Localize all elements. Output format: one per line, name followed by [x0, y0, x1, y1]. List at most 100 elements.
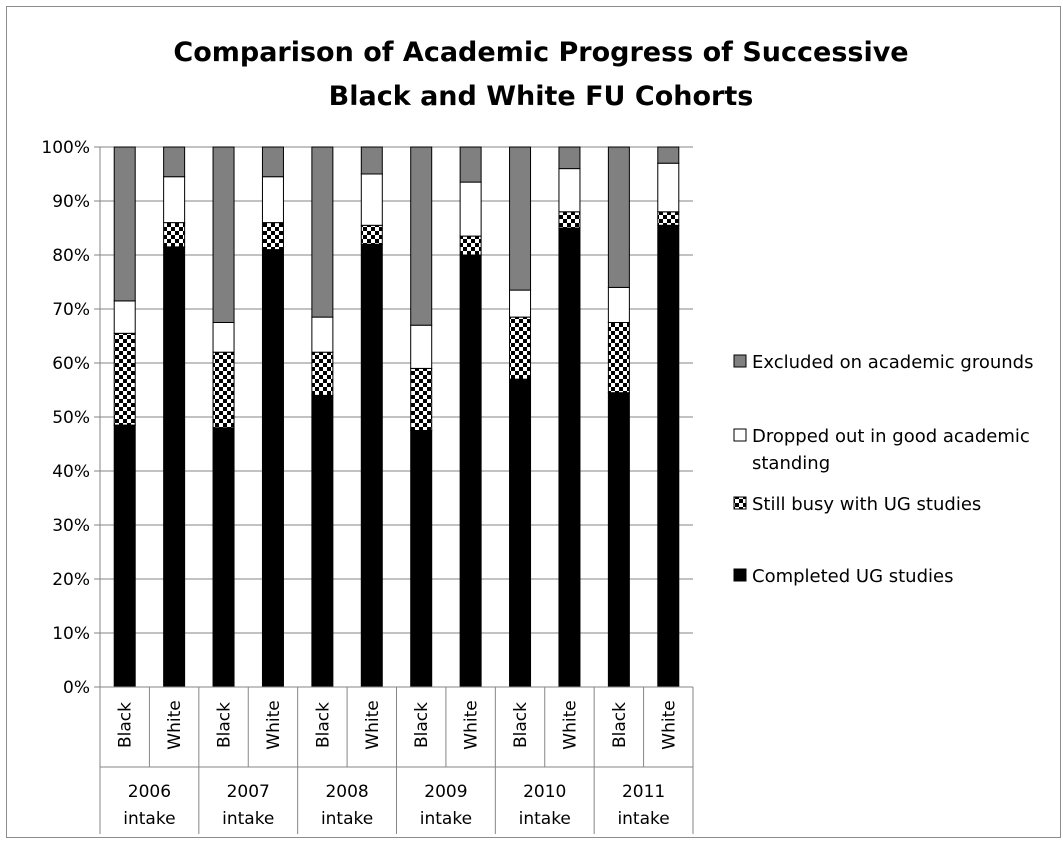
- bar-segment: [558, 211, 581, 229]
- legend-label: Dropped out in good academic: [752, 426, 1030, 447]
- x-category-label: White: [659, 700, 679, 749]
- axes: [99, 147, 694, 834]
- x-category-label: Black: [313, 702, 333, 748]
- bar-segment: [212, 146, 235, 323]
- bar-segment: [558, 227, 581, 688]
- bar-segment: [360, 173, 383, 226]
- x-group-label: intake: [617, 809, 669, 829]
- legend-label: Excluded on academic grounds: [752, 352, 1033, 373]
- bar-segment: [410, 324, 433, 369]
- bar-segment: [459, 254, 482, 688]
- y-tick-label: 90%: [52, 192, 90, 212]
- x-category-label: Black: [412, 702, 432, 748]
- x-group-label: 2007: [227, 782, 270, 802]
- x-category-label: White: [462, 700, 482, 749]
- bar-segment: [261, 249, 284, 688]
- x-group-label: intake: [420, 809, 472, 829]
- bar-segment: [607, 286, 630, 323]
- bar-segment: [261, 222, 284, 251]
- bar-segment: [410, 430, 433, 688]
- bar-segment: [261, 176, 284, 224]
- chart-title-line-2: Black and White FU Cohorts: [329, 81, 754, 112]
- bar-segment: [410, 367, 433, 431]
- legend-swatch: [733, 354, 747, 368]
- y-tick-label: 50%: [52, 408, 90, 428]
- bar-segment: [163, 222, 186, 248]
- legend-swatch: [733, 428, 747, 442]
- bar-segment: [360, 224, 383, 245]
- x-group-label: intake: [123, 809, 175, 829]
- bar-segment: [558, 146, 581, 170]
- x-category-label: Black: [215, 702, 235, 748]
- bar-segment: [509, 378, 532, 688]
- y-tick-label: 80%: [52, 246, 90, 266]
- y-tick-label: 30%: [52, 516, 90, 536]
- bar-segment: [163, 176, 186, 224]
- bar-segment: [607, 146, 630, 288]
- bar-segment: [607, 322, 630, 394]
- y-tick-label: 60%: [52, 354, 90, 374]
- bar-segment: [163, 246, 186, 688]
- legend-label: Completed UG studies: [752, 566, 953, 587]
- legend: Excluded on academic grounds Dropped out …: [733, 352, 1033, 587]
- y-tick-label: 10%: [52, 624, 90, 644]
- y-tick-label: 100%: [41, 138, 90, 158]
- bar-segment: [311, 146, 334, 318]
- bar-segment: [459, 146, 482, 183]
- x-category-label: White: [560, 700, 580, 749]
- bar-segment: [657, 162, 680, 213]
- legend-swatch: [733, 496, 747, 510]
- x-group-label: intake: [321, 809, 373, 829]
- chart-svg: Comparison of Academic Progress of Succe…: [41, 37, 1033, 834]
- bar-segment: [410, 146, 433, 326]
- bar-segment: [657, 211, 680, 226]
- bar-segment: [360, 146, 383, 175]
- legend-swatch: [733, 568, 747, 582]
- bar-segment: [113, 300, 136, 334]
- bar-segment: [113, 332, 136, 426]
- bar-segment: [311, 351, 334, 396]
- x-axis-labels: Black White Black White Black White Black White…: [116, 700, 680, 829]
- bar-segment: [311, 394, 334, 688]
- bar-segment: [459, 181, 482, 237]
- x-category-label: White: [165, 700, 185, 749]
- bar-segment: [558, 168, 581, 213]
- bar-segment: [459, 235, 482, 256]
- y-axis-tick-labels: 0% 10% 20% 30% 40% 50% 60% 70% 80% 90% 100%: [41, 138, 90, 698]
- x-category-label: White: [264, 700, 284, 749]
- bar-segment: [163, 146, 186, 178]
- x-group-label: intake: [222, 809, 274, 829]
- bar-segment: [509, 146, 532, 291]
- chart-title-line-1: Comparison of Academic Progress of Succe…: [173, 37, 908, 68]
- x-category-label: Black: [511, 702, 531, 748]
- bar-segment: [212, 351, 235, 429]
- x-group-label: 2008: [325, 782, 368, 802]
- y-tick-label: 70%: [52, 300, 90, 320]
- bar-segment: [113, 146, 136, 302]
- legend-label: Still busy with UG studies: [752, 494, 981, 515]
- bars: [113, 146, 680, 688]
- x-group-label: 2011: [622, 782, 665, 802]
- bar-segment: [212, 322, 235, 353]
- y-tick-label: 20%: [52, 570, 90, 590]
- legend-label: standing: [752, 453, 830, 474]
- bar-segment: [509, 316, 532, 380]
- x-group-label: 2009: [424, 782, 467, 802]
- bar-segment: [113, 424, 136, 688]
- y-tick-label: 0%: [63, 678, 90, 698]
- bar-segment: [607, 392, 630, 688]
- gridlines: [94, 146, 693, 688]
- x-category-label: White: [363, 700, 383, 749]
- bar-segment: [657, 224, 680, 688]
- bar-segment: [509, 289, 532, 318]
- x-group-label: 2006: [128, 782, 171, 802]
- bar-segment: [311, 316, 334, 353]
- bar-segment: [657, 146, 680, 164]
- y-tick-label: 40%: [52, 462, 90, 482]
- x-group-label: 2010: [523, 782, 566, 802]
- bar-segment: [360, 243, 383, 688]
- chart-area: Comparison of Academic Progress of Succe…: [6, 6, 1061, 838]
- x-group-label: intake: [519, 809, 571, 829]
- bar-segment: [212, 427, 235, 688]
- x-category-label: Black: [116, 702, 136, 748]
